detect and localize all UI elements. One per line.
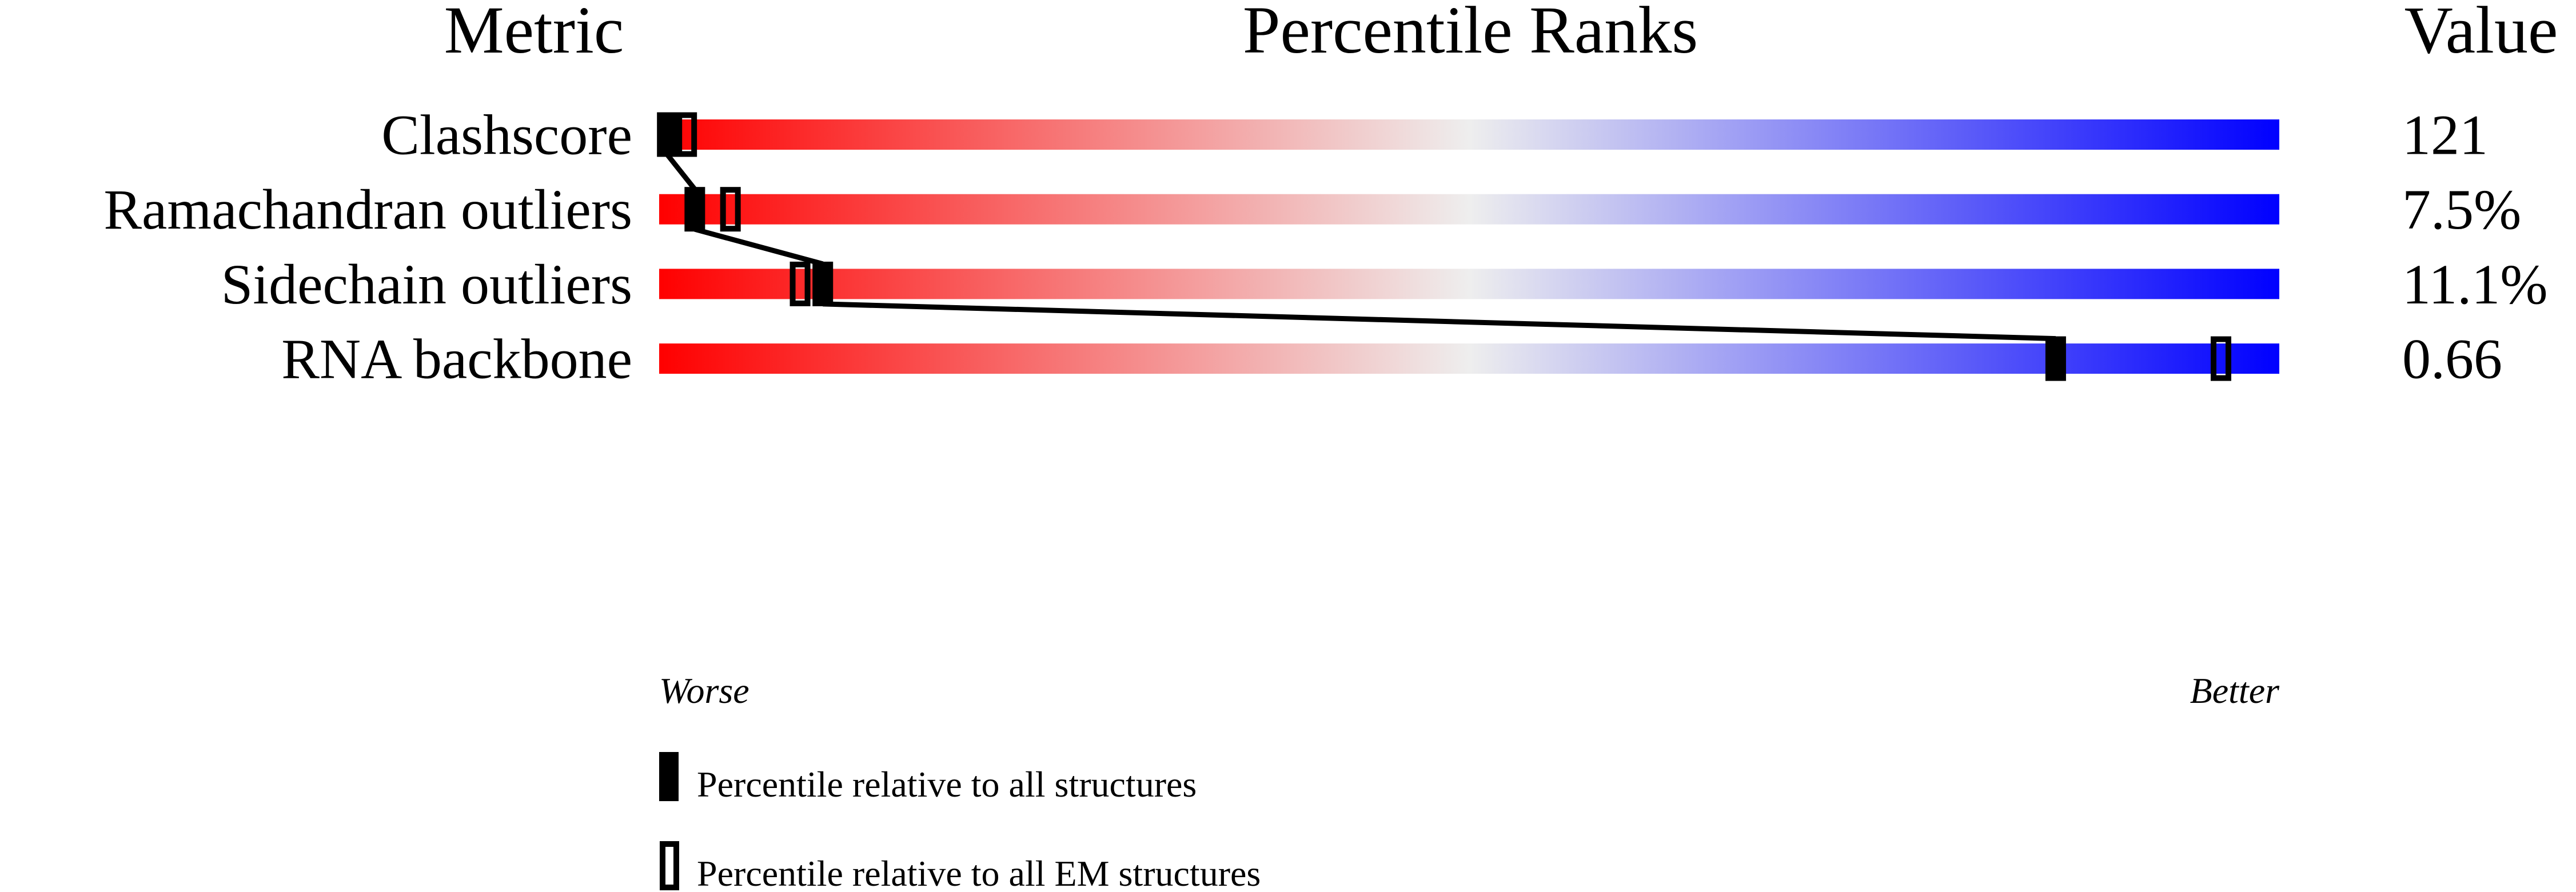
metric-value: 7.5% (2402, 178, 2521, 241)
legend-label-em: Percentile relative to all EM structures (697, 853, 1261, 892)
percentile-bar (659, 343, 2279, 374)
percentile-bar (659, 119, 2279, 150)
em-percentile-marker (789, 261, 811, 306)
percentile-bar (659, 194, 2279, 225)
header-percentile-ranks: Percentile Ranks (1243, 0, 1698, 67)
em-percentile-marker (676, 112, 697, 157)
all-percentile-marker (2045, 336, 2066, 381)
metric-value: 0.66 (2402, 327, 2502, 391)
legend-filled-marker (659, 752, 679, 801)
all-percentile-marker (657, 112, 678, 157)
legend-label-all: Percentile relative to all structures (697, 764, 1197, 805)
metric-value: 11.1% (2402, 253, 2548, 316)
connector-line (665, 153, 697, 191)
metric-label: Ramachandran outliers (103, 178, 632, 241)
all-percentile-marker (812, 261, 834, 306)
all-percentile-marker (684, 187, 705, 232)
metric-value: 121 (2402, 103, 2488, 167)
em-percentile-marker (2210, 336, 2231, 381)
legend-open-marker (660, 841, 679, 890)
connector-line (694, 226, 824, 267)
metric-label: RNA backbone (281, 327, 632, 391)
header-value: Value (2404, 0, 2558, 67)
em-percentile-marker (720, 187, 741, 232)
header-metric: Metric (444, 0, 624, 67)
metric-label: Clashscore (381, 103, 632, 167)
metric-label: Sidechain outliers (221, 253, 632, 316)
percentile-bar (659, 269, 2279, 299)
better-label: Better (2190, 670, 2280, 711)
worse-label: Worse (659, 670, 749, 711)
connector-line (823, 301, 2056, 342)
